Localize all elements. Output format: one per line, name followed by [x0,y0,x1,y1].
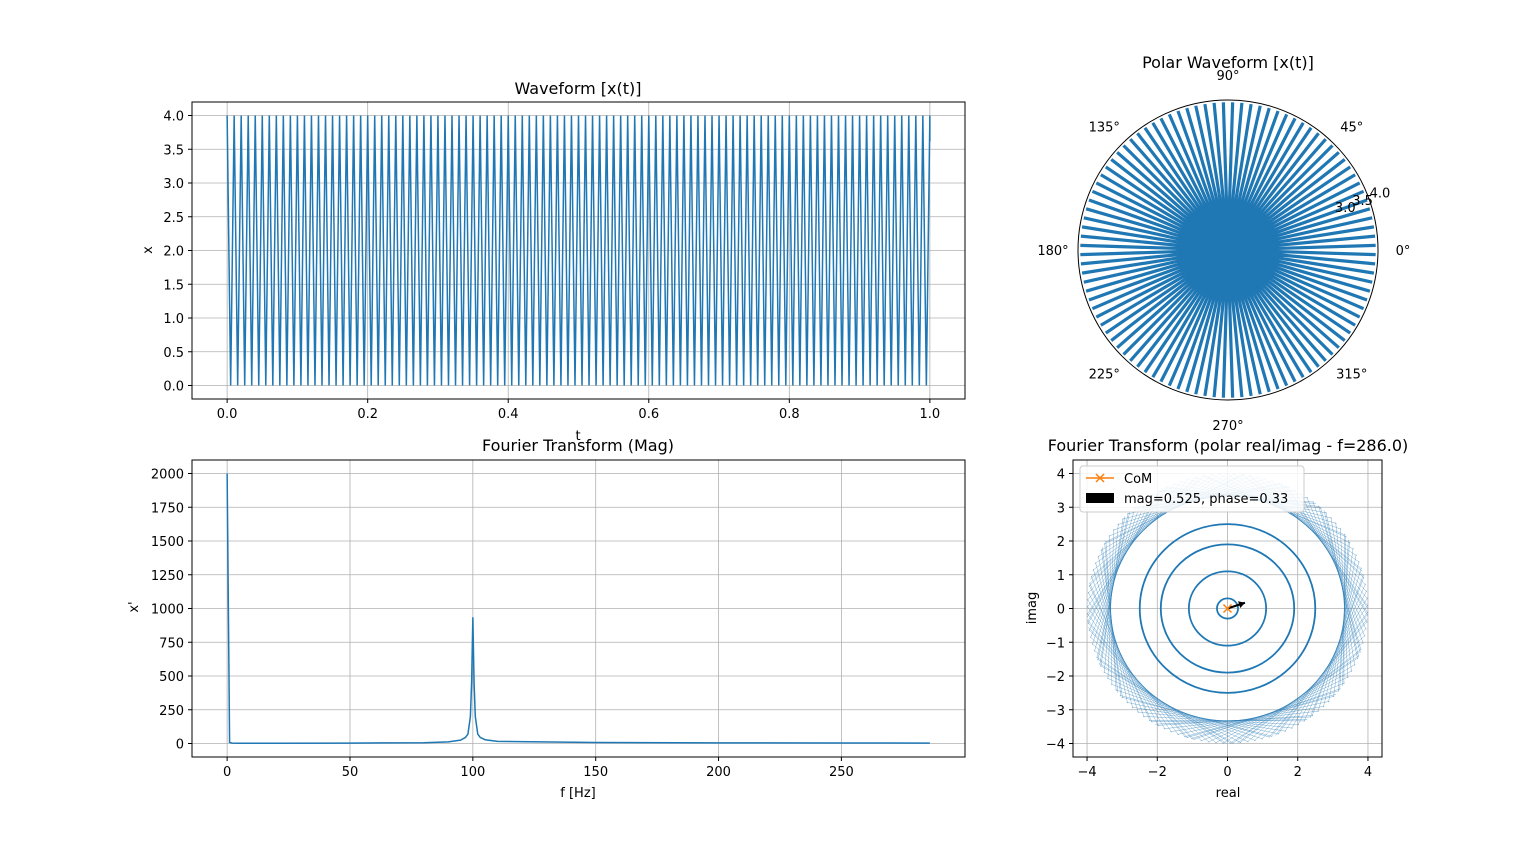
waveform-y-tick-label: 1.5 [163,278,184,293]
polar-waveform-theta-label: 225° [1089,368,1120,383]
fourier-mag-x-tick-label: 100 [460,765,485,780]
fourier-polar-legend-box [1079,465,1305,513]
fourier-polar-y-tick-label: 2 [1057,535,1065,550]
fourier-polar-legend-arrow-label: mag=0.525, phase=0.33 [1124,492,1288,507]
fourier-polar-ring [1159,543,1296,674]
waveform-y-tick-label: 1.0 [163,312,184,327]
fourier-polar-x-tick-label: 0 [1223,765,1231,780]
fourier-mag-y-tick-label: 1750 [151,501,184,516]
waveform-frame [191,101,966,400]
fourier-polar-y-tick-label: 3 [1057,501,1065,516]
polar-waveform-theta-label: 90° [1216,69,1239,84]
waveform-ylabel: x [141,246,156,254]
fourier-polar-ylabel: imag [1025,592,1040,625]
fourier-mag-x-tick-label: 200 [706,765,731,780]
fourier-polar-x-tick-label: 2 [1294,765,1302,780]
fourier-polar-legend: CoM mag=0.525, phase=0.33 [1079,465,1305,513]
fourier-polar-y-tick-label: 0 [1057,603,1065,618]
fourier-polar-y-tick-label: −1 [1046,636,1065,651]
fourier-polar-com-marker [1222,603,1233,614]
polar-waveform-title: Polar Waveform [x(t)] [1142,53,1314,72]
fourier-polar-xlabel: real [1216,786,1241,801]
fourier-mag-x-tick-label: 50 [342,765,359,780]
fourier-polar-title: Fourier Transform (polar real/imag - f=2… [1048,436,1409,455]
waveform-series-line [226,115,931,386]
fourier-mag-y-tick-label: 0 [176,738,184,753]
polar-waveform-r-label: 3.5 [1352,194,1373,209]
fourier-polar-legend-arrow-patch [1086,493,1114,503]
polar-waveform-theta-label: 315° [1336,368,1367,383]
fourier-mag-y-tick-label: 1250 [151,569,184,584]
fourier-mag-y-tick-label: 750 [159,636,184,651]
fourier-polar-y-tick-label: −2 [1046,670,1065,685]
fourier-polar-plot-area [1086,473,1369,744]
waveform-chart: Waveform [x(t)] t x 0.0 0.2 0.4 0.6 0.8 1.0 0.… [141,79,966,444]
fourier-polar-frame [1072,459,1383,758]
waveform-y-tick-label: 4.0 [163,110,184,125]
fourier-mag-y-tick-label: 1000 [151,603,184,618]
fourier-polar-legend-com-label: CoM [1124,472,1152,487]
fourier-mag-y-tick-label: 2000 [151,468,184,483]
waveform-y-tick-label: 0.5 [163,346,184,361]
waveform-x-tick-label: 0.8 [779,407,800,422]
waveform-y-tick-label: 0.0 [163,380,184,395]
polar-waveform-r-label: 4.0 [1370,187,1391,202]
fourier-mag-x-tick-label: 250 [829,765,854,780]
fourier-polar-y-tick-label: 4 [1057,468,1065,483]
waveform-y-tick-label: 2.0 [163,245,184,260]
fourier-mag-y-tick-label: 500 [159,670,184,685]
fourier-mag-y-tick-label: 1500 [151,535,184,550]
fourier-mag-y-tick-label: 250 [159,704,184,719]
fourier-polar-legend-com-marker [1095,473,1105,483]
fourier-mag-xlabel: f [Hz] [560,786,595,801]
polar-waveform-chart: Polar Waveform [x(t)] 0° 45° 90° 135° 180° 22… [1037,53,1410,434]
polar-waveform-theta-label: 45° [1340,120,1363,135]
waveform-x-tick-label: 0.2 [357,407,378,422]
polar-waveform-theta-label: 135° [1089,120,1120,135]
polar-waveform-series-line [1080,102,1376,398]
waveform-y-tick-label: 3.5 [163,143,184,158]
fourier-mag-series-line [226,473,930,744]
fourier-mag-title: Fourier Transform (Mag) [482,436,674,455]
fourier-polar-x-tick-label: −4 [1077,765,1096,780]
fourier-mag-x-tick-label: 0 [223,765,231,780]
waveform-x-tick-label: 1.0 [920,407,941,422]
waveform-x-tick-label: 0.0 [217,407,238,422]
waveform-x-tick-label: 0.4 [498,407,519,422]
fourier-polar-ring [1187,570,1268,647]
fourier-mag-ylabel: x' [127,601,142,612]
waveform-title: Waveform [x(t)] [514,79,641,98]
fourier-polar-y-tick-label: −4 [1046,738,1065,753]
waveform-xlabel: t [575,429,580,444]
fourier-polar-ring [1216,597,1239,620]
waveform-y-tick-label: 2.5 [163,211,184,226]
waveform-y-tick-label: 3.0 [163,177,184,192]
fourier-polar-x-tick-label: −2 [1148,765,1167,780]
polar-waveform-theta-label: 270° [1212,419,1243,434]
fourier-polar-x-tick-label: 4 [1364,765,1372,780]
fourier-polar-chart: Fourier Transform (polar real/imag - f=2… [1025,436,1408,801]
polar-waveform-theta-label: 180° [1037,244,1068,259]
polar-waveform-r-label: 3.0 [1335,201,1356,216]
fourier-polar-arrowhead [1238,601,1245,608]
fourier-polar-y-tick-label: −3 [1046,704,1065,719]
fourier-polar-ring [1138,523,1317,694]
fourier-mag-frame [191,459,966,758]
fourier-mag-x-tick-label: 150 [583,765,608,780]
waveform-x-tick-label: 0.6 [638,407,659,422]
polar-waveform-theta-label: 0° [1396,244,1411,259]
polar-waveform-outer-ring [1077,99,1379,401]
fourier-polar-y-tick-label: 1 [1057,569,1065,584]
fourier-mag-chart: Fourier Transform (Mag) f [Hz] x' 0 50 100… [127,436,966,801]
fourier-mag-grid [192,460,965,757]
